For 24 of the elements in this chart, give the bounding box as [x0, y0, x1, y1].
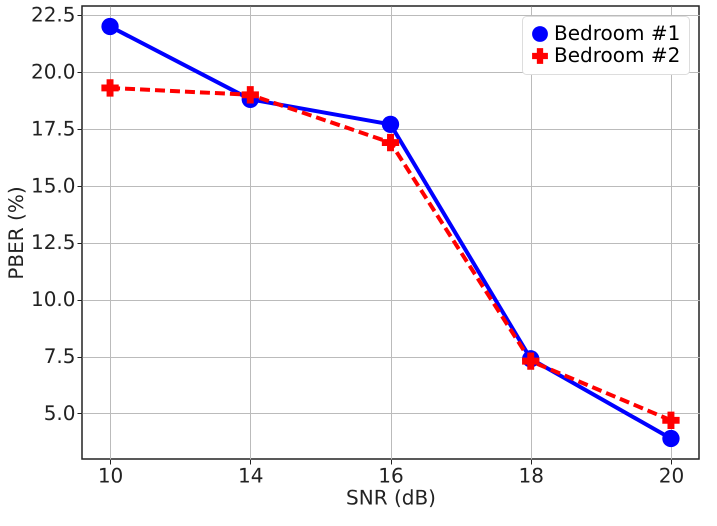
x-tick-label: 14 [238, 464, 264, 488]
y-axis-title: PBER (%) [4, 186, 28, 280]
y-tick-label: 22.5 [30, 2, 76, 27]
legend-label: Bedroom #2 [554, 43, 680, 67]
y-tick-label: 10.0 [30, 287, 76, 312]
y-tick-label: 5.0 [44, 400, 76, 425]
point [662, 430, 680, 448]
legend-label: Bedroom #1 [554, 21, 680, 45]
x-tick-label: 20 [658, 464, 684, 488]
point [101, 79, 119, 97]
y-tick-label: 17.5 [30, 116, 76, 140]
point [662, 412, 680, 429]
point [101, 18, 119, 36]
x-tick-label: 10 [98, 464, 124, 488]
x-axis-title: SNR (dB) [346, 486, 436, 510]
point [382, 116, 400, 134]
y-tick-label: 12.5 [30, 230, 76, 254]
x-tick-label: 16 [378, 464, 404, 488]
y-tick-label: 15.0 [30, 173, 76, 198]
x-tick-label: 18 [518, 464, 544, 488]
point [242, 86, 259, 104]
y-tick-label: 7.5 [44, 344, 76, 368]
y-tick-label: 20.0 [30, 60, 76, 84]
point [382, 134, 400, 152]
